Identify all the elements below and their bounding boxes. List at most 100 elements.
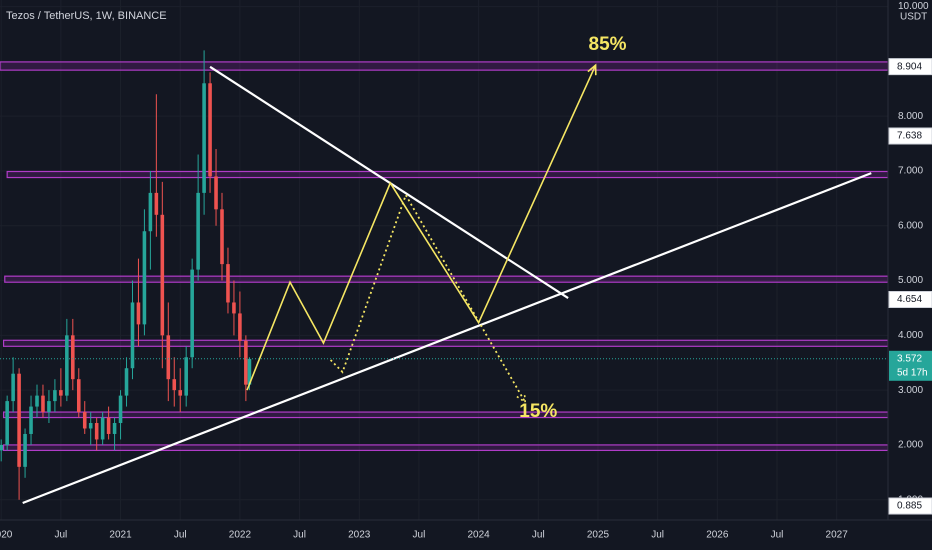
- candle-body: [65, 335, 69, 396]
- x-tick-label: Jul: [771, 530, 784, 541]
- x-tick-label: Jul: [651, 530, 664, 541]
- y-tick-label: 5.000: [898, 275, 923, 286]
- price-label-box: [888, 58, 932, 76]
- candle-body: [112, 423, 117, 434]
- y-tick-label: 3.000: [898, 385, 923, 396]
- alt-projection-path: [329, 192, 526, 403]
- candle-body: [208, 83, 212, 177]
- current-price-box: [889, 350, 932, 381]
- y-tick-label: 8.000: [898, 111, 923, 122]
- y-tick-label: 4.000: [898, 330, 923, 341]
- candle-body: [172, 379, 177, 391]
- candle-body: [0, 444, 3, 451]
- x-tick-label: 2022: [229, 530, 252, 541]
- x-tick-label: 2026: [706, 530, 729, 541]
- candle-body: [94, 423, 99, 440]
- candle-body: [5, 401, 9, 445]
- candle-body: [41, 395, 45, 413]
- candle-body: [214, 176, 218, 210]
- price-label: 7.638: [897, 131, 922, 142]
- candle-body: [160, 214, 165, 336]
- candle-body: [244, 340, 248, 385]
- x-tick-label: Jul: [532, 530, 545, 541]
- candle-body: [82, 412, 87, 429]
- x-tick-label: 2020: [0, 530, 13, 541]
- y-tick-label: 6.000: [898, 220, 923, 231]
- candle-body: [23, 433, 27, 467]
- candle-body: [196, 192, 200, 270]
- x-tick-label: Jul: [413, 530, 426, 541]
- alt-projection-path-arrowhead: [516, 392, 527, 404]
- candle-body: [220, 209, 224, 265]
- candle-body: [118, 395, 123, 424]
- candle-body: [17, 373, 21, 467]
- x-tick-label: Jul: [54, 530, 67, 541]
- candle-body: [106, 417, 111, 434]
- candles: [0, 50, 252, 500]
- candle-body: [232, 302, 236, 314]
- drawings: 85% 15%: [0, 34, 888, 505]
- candle-body: [124, 368, 129, 396]
- projection-path: [246, 64, 597, 391]
- candle-body: [178, 390, 183, 396]
- zone: [2, 411, 889, 419]
- candle-body: [190, 269, 194, 358]
- candle-body: [130, 302, 135, 369]
- annotation: 15%: [519, 401, 557, 422]
- price-label-box: [888, 127, 932, 145]
- candle-body: [202, 83, 206, 193]
- candle-body: [59, 390, 63, 396]
- countdown-label: 5d 17h: [897, 367, 928, 378]
- x-tick-label: Jul: [174, 530, 187, 541]
- candle-body: [47, 401, 51, 413]
- price-axis: [888, 0, 932, 550]
- x-tick-label: 2023: [348, 530, 371, 541]
- y-tick-label: 7.000: [898, 166, 923, 177]
- chart-title: Tezos / TetherUS, 1W, BINANCE: [6, 10, 167, 22]
- candle-body: [238, 313, 242, 341]
- projection-path-arrowhead: [587, 63, 597, 76]
- grid: [0, 0, 888, 520]
- current-price-label: 3.572: [897, 353, 922, 364]
- candle-body: [29, 406, 33, 434]
- x-tick-label: 2027: [826, 530, 849, 541]
- trend-line: [209, 65, 569, 300]
- price-label-box: [888, 291, 932, 309]
- x-tick-label: 2025: [587, 530, 610, 541]
- candle-body: [71, 335, 75, 380]
- candle-body: [247, 358, 252, 385]
- candle-body: [136, 302, 141, 325]
- candle-body: [154, 192, 159, 215]
- candle-body: [166, 335, 171, 380]
- candle-body: [35, 395, 39, 407]
- price-label: 0.885: [897, 501, 922, 512]
- candle-body: [53, 390, 57, 402]
- candle-body: [142, 231, 147, 325]
- x-tick-label: 2021: [109, 530, 132, 541]
- candle-body: [88, 423, 93, 429]
- y-tick-label: 10.000: [898, 1, 929, 12]
- zone: [6, 170, 889, 179]
- zone: [0, 61, 889, 71]
- candle-body: [100, 417, 105, 440]
- x-tick-label: Jul: [293, 530, 306, 541]
- price-label: 4.654: [897, 294, 922, 305]
- currency-label: USDT: [900, 12, 927, 23]
- candle-body: [184, 357, 188, 396]
- zone: [4, 275, 889, 283]
- annotation: 85%: [589, 34, 627, 55]
- zone: [2, 444, 889, 452]
- trend-line: [22, 172, 872, 505]
- y-tick-label: 2.000: [898, 440, 923, 451]
- zone: [2, 339, 889, 347]
- candle-body: [76, 379, 81, 413]
- price-label-box: [888, 497, 932, 515]
- candle-body: [148, 192, 153, 232]
- candle-body: [226, 264, 230, 303]
- x-tick-label: 2024: [467, 530, 490, 541]
- price-label: 8.904: [897, 61, 922, 72]
